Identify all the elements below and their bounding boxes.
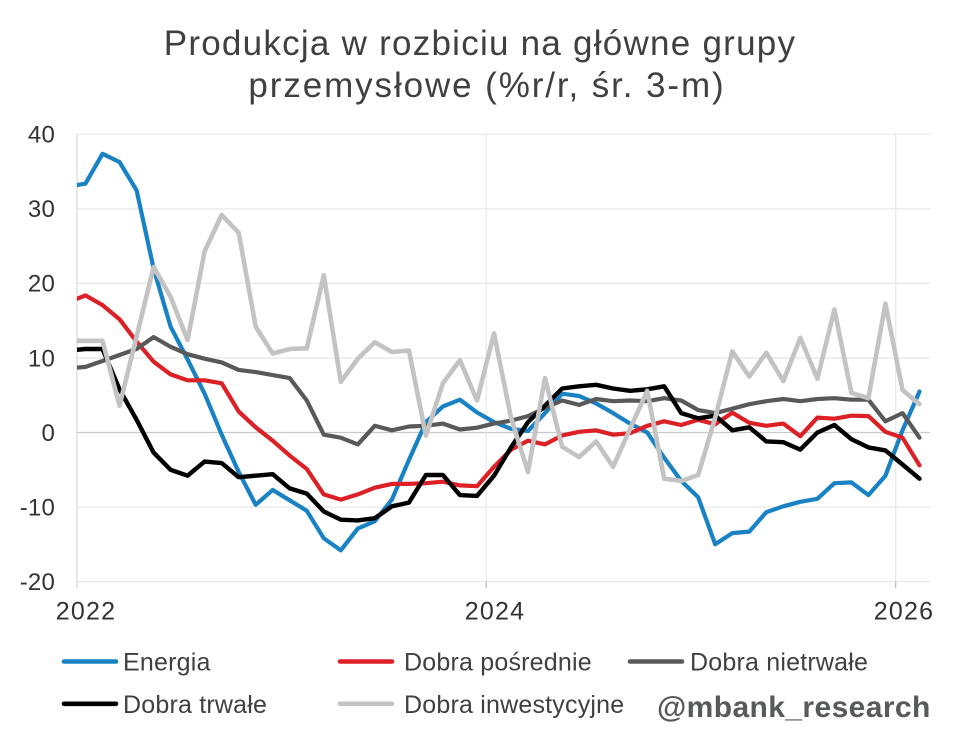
svg-text:2026: 2026 (874, 598, 934, 626)
svg-text:-10: -10 (20, 494, 55, 521)
svg-text:40: 40 (28, 122, 55, 149)
svg-text:10: 10 (28, 345, 55, 372)
svg-text:Dobra nietrwałe: Dobra nietrwałe (690, 649, 868, 677)
svg-text:0: 0 (41, 420, 55, 447)
svg-text:2024: 2024 (465, 598, 525, 626)
svg-text:30: 30 (28, 196, 55, 223)
svg-text:@mbank_research: @mbank_research (657, 691, 931, 724)
svg-text:Dobra inwestycyjne: Dobra inwestycyjne (404, 691, 624, 719)
svg-text:przemysłowe (%r/r, śr. 3-m): przemysłowe (%r/r, śr. 3-m) (248, 66, 725, 105)
svg-text:Produkcja w rozbiciu na główne: Produkcja w rozbiciu na główne grupy (164, 24, 797, 63)
svg-text:2022: 2022 (56, 598, 116, 626)
svg-text:-20: -20 (20, 569, 55, 596)
svg-text:Dobra trwałe: Dobra trwałe (123, 691, 267, 719)
svg-text:Dobra pośrednie: Dobra pośrednie (404, 649, 592, 677)
svg-text:Energia: Energia (123, 649, 211, 677)
svg-text:20: 20 (28, 271, 55, 298)
